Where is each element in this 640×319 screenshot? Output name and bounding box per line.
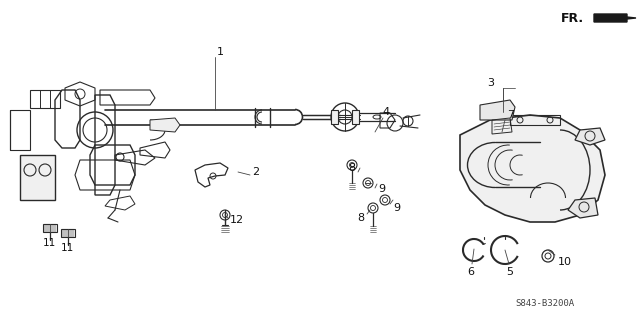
Text: 2: 2	[252, 167, 259, 177]
Text: 5: 5	[506, 267, 513, 277]
Polygon shape	[331, 110, 338, 124]
Text: 4: 4	[382, 107, 389, 117]
Polygon shape	[594, 14, 636, 22]
Text: 10: 10	[558, 257, 572, 267]
Polygon shape	[43, 224, 57, 232]
Polygon shape	[460, 115, 605, 222]
Polygon shape	[150, 118, 180, 132]
Polygon shape	[575, 128, 605, 145]
Text: 1: 1	[217, 47, 224, 57]
Text: S843-B3200A: S843-B3200A	[516, 299, 575, 308]
Polygon shape	[480, 100, 515, 120]
Polygon shape	[61, 229, 75, 237]
Text: 6: 6	[467, 267, 474, 277]
Text: 8: 8	[348, 163, 355, 173]
Text: 3: 3	[487, 78, 494, 88]
Text: FR.: FR.	[561, 11, 584, 25]
Text: 8: 8	[357, 213, 364, 223]
Polygon shape	[352, 110, 359, 124]
Text: 11: 11	[43, 238, 56, 248]
Polygon shape	[568, 198, 598, 218]
Text: 9: 9	[378, 184, 385, 194]
Text: 12: 12	[230, 215, 244, 225]
Text: 7: 7	[507, 110, 514, 120]
Text: 11: 11	[61, 243, 74, 253]
Text: 9: 9	[393, 203, 400, 213]
Polygon shape	[20, 155, 55, 200]
